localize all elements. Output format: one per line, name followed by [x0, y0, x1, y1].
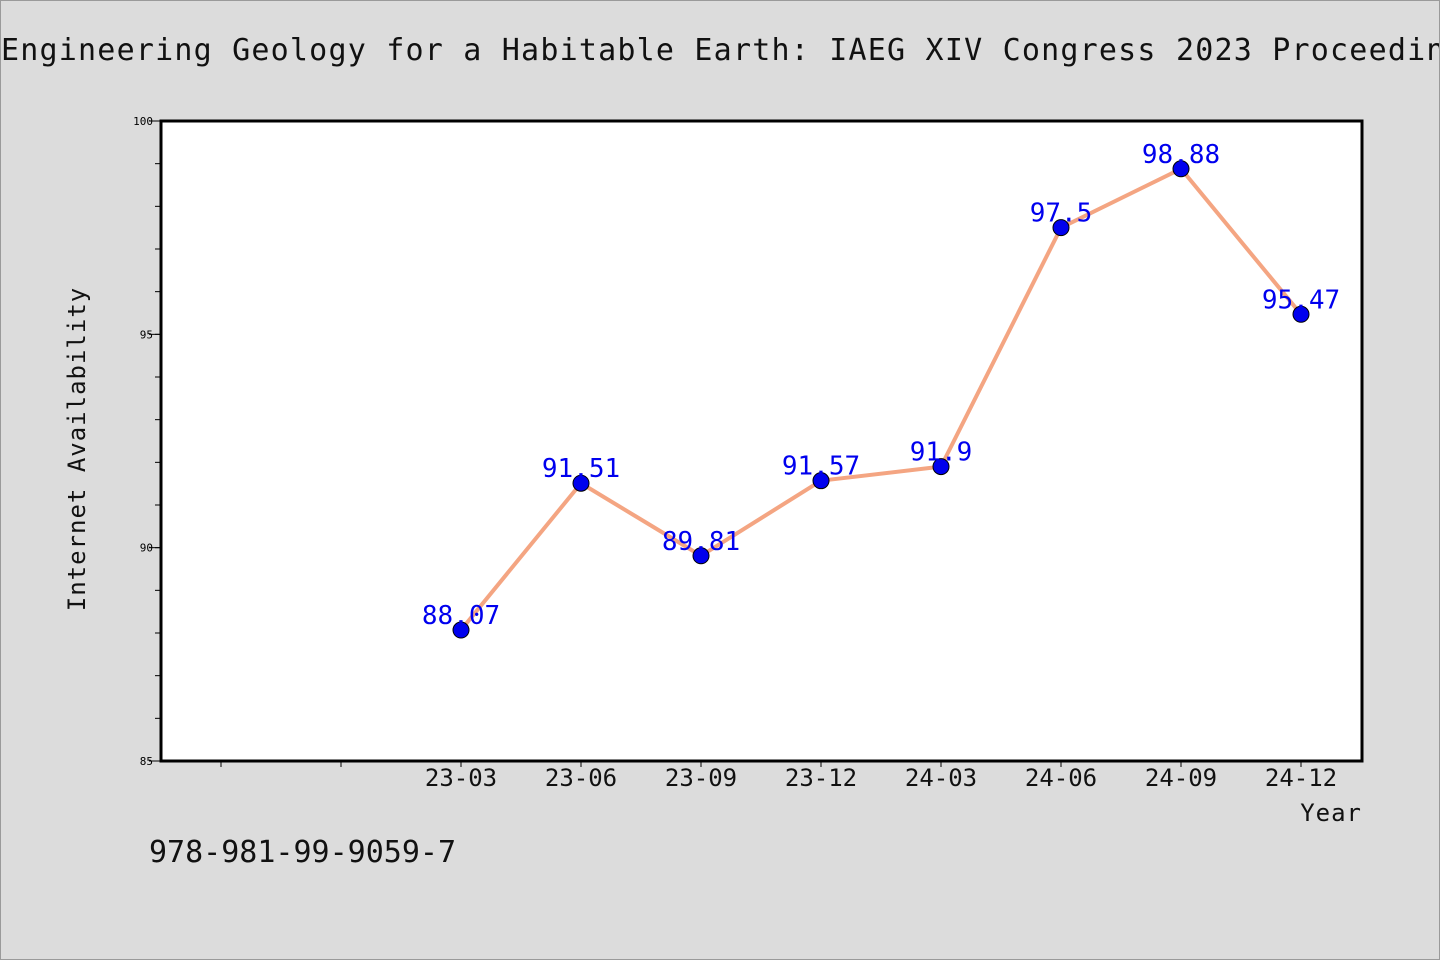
data-label: 91.9 — [910, 438, 973, 468]
x-tick-label: 23-03 — [425, 764, 497, 792]
data-label: 97.5 — [1030, 199, 1093, 229]
isbn-text: 978-981-99-9059-7 — [149, 835, 457, 870]
data-point — [1052, 219, 1070, 237]
data-point — [812, 472, 830, 490]
data-label: 95.47 — [1262, 285, 1340, 315]
data-label: 98.88 — [1142, 140, 1220, 170]
y-axis-label: Internet Availability — [63, 287, 91, 611]
data-point — [1292, 305, 1310, 323]
data-point — [452, 621, 470, 639]
data-point — [932, 458, 950, 476]
data-point — [692, 547, 710, 565]
plot-area — [161, 121, 1362, 761]
x-tick-label: 24-03 — [905, 764, 977, 792]
series-line — [459, 166, 1303, 633]
data-label: 91.57 — [782, 452, 860, 482]
x-tick-label: 24-09 — [1145, 764, 1217, 792]
y-tick-label: 85 — [140, 755, 153, 768]
data-label: 91.51 — [542, 454, 620, 484]
x-tick-label: 24-06 — [1025, 764, 1097, 792]
plot-frame — [159, 119, 1364, 763]
y-tick-label: 95 — [140, 328, 153, 341]
x-tick-label: 23-09 — [665, 764, 737, 792]
data-label: 89.81 — [662, 527, 740, 557]
x-tick-label: 23-12 — [785, 764, 857, 792]
y-tick-label: 100 — [133, 115, 153, 128]
x-tick-label: 24-12 — [1265, 764, 1337, 792]
x-tick-label: 23-06 — [545, 764, 617, 792]
x-axis-label: Year — [1300, 799, 1362, 827]
y-tick-label: 90 — [140, 542, 153, 555]
data-point — [1172, 160, 1190, 178]
chart-title: Engineering Geology for a Habitable Eart… — [1, 33, 1440, 68]
data-label: 88.07 — [422, 601, 500, 631]
data-point — [572, 474, 590, 492]
